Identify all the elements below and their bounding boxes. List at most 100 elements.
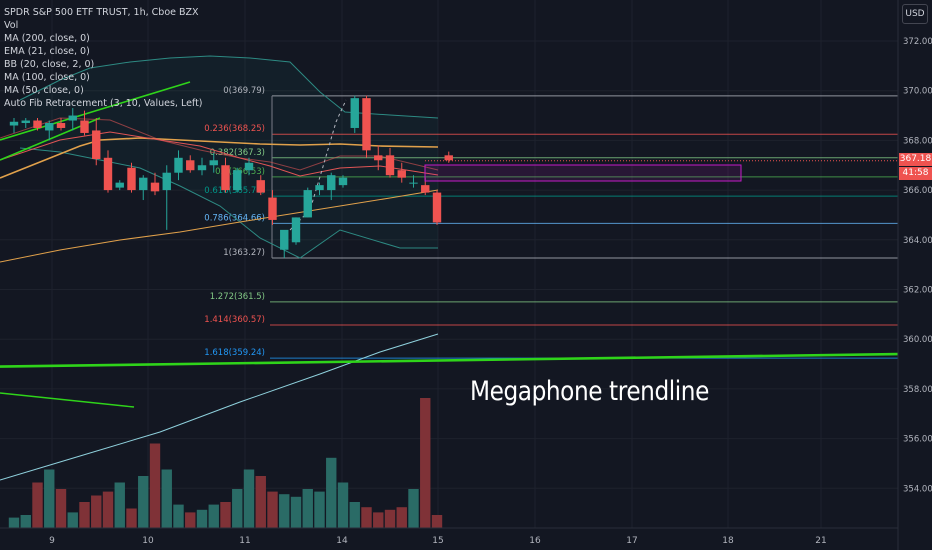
volume-bar [55,489,67,528]
indicator-lines [0,55,439,481]
candle-body [362,98,371,151]
candle-body [338,177,348,186]
legend-ma200[interactable]: MA (200, close, 0) [4,33,90,44]
ema-line-2 [0,117,439,171]
candle-body [409,182,418,184]
drawings[interactable] [0,160,899,368]
candle-body [150,182,160,192]
price-axis-bg [898,0,932,550]
y-tick-label: 354.00 [903,484,932,494]
candle-body [68,115,77,121]
last-price-tag: 367.18 [899,153,932,166]
candle-body [244,162,254,171]
volume-bar [431,515,443,528]
candle-body [444,155,453,161]
volume-bar [114,482,125,528]
megaphone-trendline [0,352,899,368]
volume-bar [102,491,114,528]
y-tick-label: 356.00 [903,435,932,445]
fib-level-label: 1.272(361.5) [210,292,265,302]
candle-body [303,190,312,218]
candle-body [9,121,19,126]
volume-bar [20,515,31,528]
indicator-legend: SPDR S&P 500 ETF TRUST, 1h, Cboe BZX Vol… [4,6,203,110]
candle-body [21,120,30,124]
ma-line-lower [0,189,439,263]
volume-bar [161,469,172,528]
symbol-title[interactable]: SPDR S&P 500 ETF TRUST, 1h, Cboe BZX [4,7,199,18]
y-tick-label: 368.00 [903,136,932,146]
candle-body [127,167,136,191]
candle-body [221,165,230,191]
x-tick-label: 16 [529,536,541,546]
ma100-line [0,392,135,408]
candle-body [327,175,336,191]
volume-bar [384,509,396,528]
volume-bars [8,398,443,528]
volume-bar [67,512,78,528]
volume-bar [138,476,149,528]
volume-bar [173,504,184,528]
candle-body [56,123,66,128]
x-tick-label: 9 [49,536,55,546]
volume-bar [91,495,102,528]
legend-autofib[interactable]: Auto Fib Retracement (3, 10, Values, Lef… [4,98,203,109]
candle-body [432,192,442,223]
candle-body [233,170,242,191]
volume-bar [349,502,360,528]
ma50-line [0,333,439,481]
candle-body [280,229,289,250]
volume-bar [196,509,208,528]
currency-button[interactable]: USD [902,4,928,24]
candle-body [385,155,395,176]
ma200-line [0,137,439,179]
volume-bar [44,469,55,528]
legend-ma50[interactable]: MA (50, close, 0) [4,85,84,96]
volume-bar [267,491,278,528]
candlesticks [9,95,453,258]
volume-bar [79,502,90,528]
volume-bar [220,502,231,528]
candle-body [92,130,101,160]
volume-bar [255,476,266,528]
x-tick-label: 15 [432,536,443,546]
highlight-zone [424,164,742,182]
fib-level-label: 0.236(368.25) [204,124,265,134]
x-tick-label: 17 [626,536,637,546]
y-tick-label: 364.00 [903,236,932,246]
volume-bar [126,508,137,528]
candle-body [397,170,406,178]
volume-bar [8,517,20,528]
y-tick-label: 362.00 [903,286,932,296]
annotation-text[interactable]: Megaphone trendline [470,376,709,407]
volume-bar [314,491,325,528]
volume-bar [373,512,384,528]
candle-body [80,120,89,133]
candle-body [174,157,183,173]
candle-body [103,157,113,191]
volume-bar [302,489,313,528]
candle-body [139,177,148,191]
candle-body [162,172,171,191]
y-tick-label: 360.00 [903,335,932,345]
y-tick-label: 370.00 [903,87,932,97]
legend-bb[interactable]: BB (20, close, 2, 0) [4,59,95,70]
candle-body [197,165,207,171]
volume-bar [337,482,349,528]
fib-level-label: 1.414(360.57) [204,315,265,325]
fib-level-label: 0.618(365.76) [204,186,265,196]
legend-ema21[interactable]: EMA (21, close, 0) [4,46,90,57]
candle-body [186,160,195,171]
legend-volume[interactable]: Vol [4,20,19,31]
green-line-upper [0,81,191,141]
candle-body [315,185,324,191]
y-tick-label: 366.00 [903,186,932,196]
candle-body [256,180,265,193]
candle-body [374,155,383,161]
legend-ma100[interactable]: MA (100, close, 0) [4,72,90,83]
x-tick-label: 14 [336,536,348,546]
volume-bar [32,482,43,528]
candle-body [350,98,359,128]
volume-bar [208,504,219,528]
